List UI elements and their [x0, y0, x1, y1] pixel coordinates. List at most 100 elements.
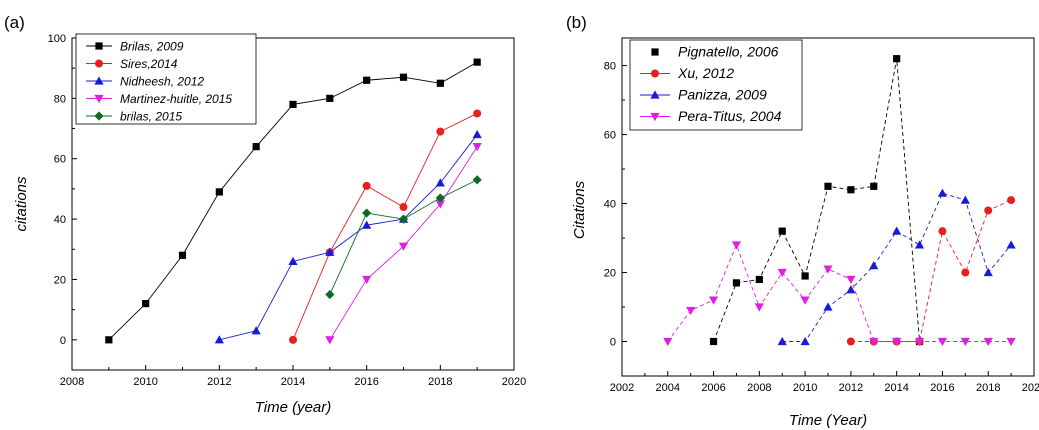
series-line — [782, 192, 1012, 342]
panel-a-label: (a) — [4, 13, 25, 32]
data-point — [436, 79, 444, 87]
y-tick-label: 20 — [54, 274, 66, 286]
data-point — [914, 240, 925, 249]
data-point — [252, 143, 260, 151]
series-line — [219, 134, 478, 341]
data-point — [938, 227, 947, 236]
panel-b-series — [663, 55, 1016, 347]
data-point — [869, 337, 879, 347]
data-point — [362, 208, 372, 218]
series-line — [292, 113, 478, 340]
y-tick-label: 60 — [604, 130, 616, 142]
data-point — [960, 195, 970, 204]
data-point — [824, 182, 832, 190]
legend-marker — [95, 42, 103, 50]
data-point — [686, 306, 696, 316]
x-tick-label: 2020 — [1022, 382, 1039, 394]
data-point — [823, 302, 833, 311]
data-point — [709, 337, 718, 346]
data-point — [473, 109, 482, 118]
legend-marker — [650, 112, 660, 122]
panel-b-x-axis: 2002 2004 2006 2008 2010 2012 2014 2016 2018 2020 — [610, 371, 1039, 394]
series-3 — [777, 188, 1016, 346]
data-point — [1006, 337, 1016, 347]
legend-entry: Brilas, 2009 — [86, 40, 184, 54]
data-point — [325, 247, 335, 256]
data-point — [1006, 240, 1016, 249]
legend-entry: brilas, 2015 — [86, 110, 182, 124]
data-point — [823, 265, 833, 274]
data-point — [435, 178, 445, 187]
x-tick-label: 2008 — [747, 382, 771, 394]
legend-marker — [95, 59, 103, 68]
panel-a: (a) 0 20 40 60 80 100 2008 2010 2012 2014 2016 201… — [4, 13, 526, 416]
series-line — [667, 243, 1012, 342]
series-line — [713, 58, 921, 342]
data-point — [731, 241, 742, 250]
data-point — [984, 206, 993, 215]
legend-entry: Panizza, 2009 — [640, 87, 767, 103]
panel-a-legend-box — [75, 33, 257, 125]
y-tick-label: 0 — [610, 337, 616, 349]
legend-marker — [651, 69, 659, 78]
data-point — [325, 289, 335, 300]
data-point — [1007, 196, 1016, 205]
series-2 — [289, 109, 482, 344]
data-point — [436, 127, 445, 136]
legend-entry: Martinez-huitle, 2015 — [86, 92, 232, 106]
data-point — [362, 181, 371, 190]
y-tick-label: 40 — [604, 199, 616, 211]
data-point — [754, 303, 764, 312]
legend-marker — [94, 94, 104, 104]
data-point — [399, 203, 408, 212]
series-1 — [105, 58, 481, 344]
data-point — [777, 336, 787, 346]
data-point — [961, 268, 970, 277]
panel-a-y-axis-title: citations — [13, 176, 30, 232]
legend-marker — [94, 76, 104, 85]
panel-a-x-axis: 2008 2010 2012 2014 2016 2018 2020 — [60, 365, 526, 388]
data-point — [289, 100, 297, 108]
data-point — [960, 337, 970, 347]
data-point — [472, 175, 482, 185]
panel-b-x-axis-title: Time (Year) — [789, 412, 867, 429]
x-tick-label: 2006 — [701, 382, 725, 394]
legend-label: Panizza, 2009 — [678, 87, 767, 103]
data-point — [801, 272, 809, 280]
panel-a-series — [105, 58, 482, 345]
y-tick-label: 0 — [60, 335, 66, 347]
panel-b-y-axis: 0 20 40 60 80 — [604, 61, 627, 349]
data-point — [847, 186, 855, 194]
data-point — [251, 326, 261, 335]
legend-entry: Pignatello, 2006 — [651, 44, 779, 60]
legend-marker — [651, 48, 659, 56]
y-tick-label: 80 — [54, 93, 66, 105]
data-point — [892, 337, 902, 347]
data-point — [215, 188, 223, 196]
legend-entry: Sires,2014 — [86, 57, 178, 71]
data-point — [800, 336, 810, 346]
legend-label: Martinez-huitle, 2015 — [120, 92, 232, 106]
legend-label: Nidheesh, 2012 — [120, 75, 204, 89]
legend-marker — [94, 111, 104, 121]
x-tick-label: 2010 — [133, 376, 157, 388]
data-point — [399, 73, 408, 81]
data-point — [362, 220, 372, 229]
x-tick-label: 2018 — [976, 382, 1000, 394]
panel-b-legend: Pignatello, 2006 Xu, 2012 Panizza, 2009 Per… — [629, 39, 803, 131]
panel-b-y-axis-title: Citations — [571, 180, 588, 239]
data-point — [983, 267, 993, 277]
data-point — [663, 337, 673, 347]
data-point — [937, 337, 948, 347]
data-point — [289, 335, 297, 344]
data-point — [363, 76, 371, 84]
panel-a-y-axis: 0 20 40 60 80 100 — [48, 33, 77, 347]
data-point — [214, 335, 224, 344]
data-point — [869, 261, 879, 270]
y-tick-label: 80 — [604, 61, 616, 73]
panel-a-legend: Brilas, 2009 Sires,2014 Nidheesh, 2012 Mart… — [75, 33, 257, 125]
x-tick-label: 2004 — [656, 382, 680, 394]
data-point — [105, 336, 113, 344]
